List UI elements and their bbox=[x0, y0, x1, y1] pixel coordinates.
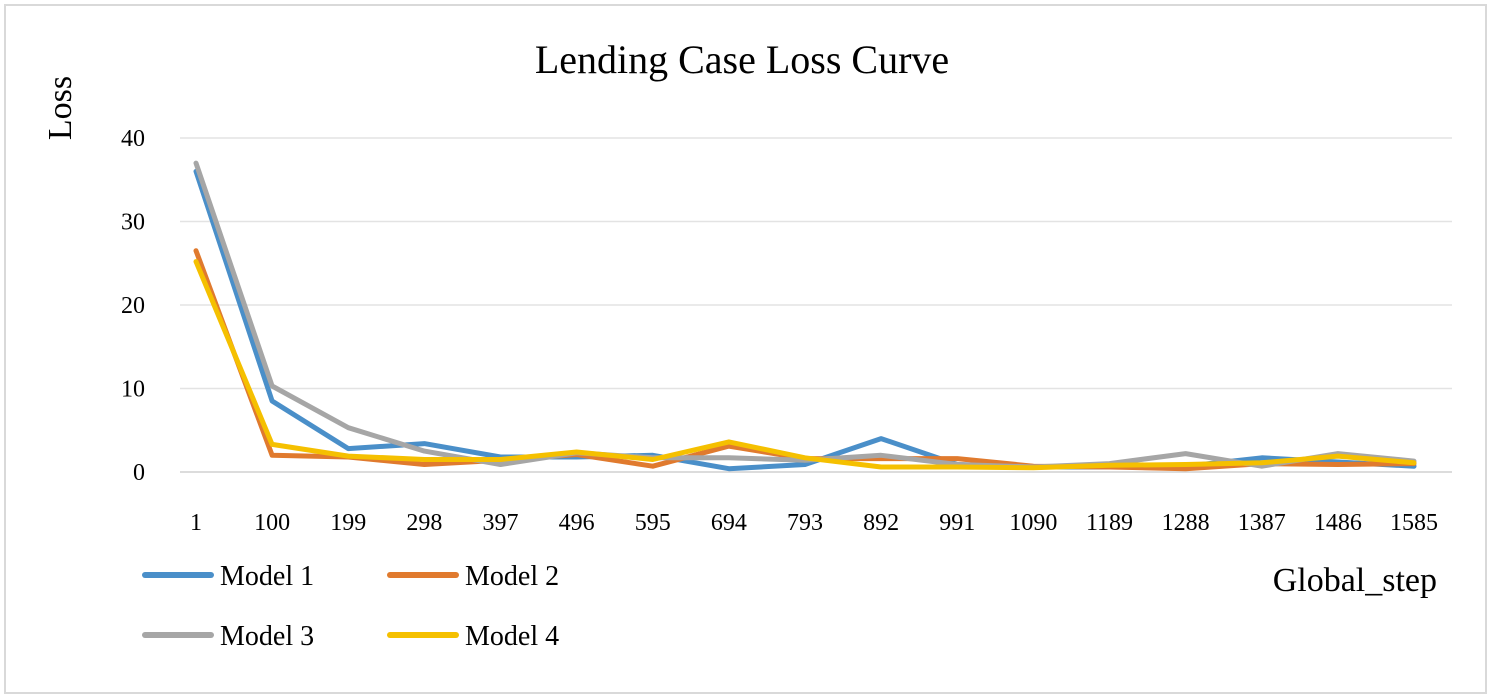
chart-frame bbox=[4, 4, 1487, 694]
series-line-model-1 bbox=[193, 168, 1417, 472]
x-tick-label: 199 bbox=[330, 510, 366, 536]
x-tick-label: 397 bbox=[483, 510, 519, 536]
x-tick-label: 1387 bbox=[1238, 510, 1286, 536]
legend-label: Model 1 bbox=[220, 561, 314, 592]
legend-label: Model 2 bbox=[465, 561, 559, 592]
x-tick-label: 1189 bbox=[1086, 510, 1133, 536]
legend-label: Model 4 bbox=[465, 621, 559, 652]
x-tick-label: 100 bbox=[254, 510, 290, 536]
x-tick-label: 793 bbox=[787, 510, 823, 536]
x-tick-label: 1585 bbox=[1390, 510, 1438, 536]
legend-item-model-2: Model 2 bbox=[387, 561, 559, 592]
x-tick-label: 1288 bbox=[1162, 510, 1210, 536]
legend-item-model-3: Model 3 bbox=[142, 621, 314, 652]
x-tick-label: 1486 bbox=[1314, 510, 1362, 536]
x-tick-label: 694 bbox=[711, 510, 747, 536]
series-lines bbox=[193, 160, 1417, 472]
series-line-model-3 bbox=[193, 160, 1417, 470]
legend-item-model-1: Model 1 bbox=[142, 561, 314, 592]
legend-label: Model 3 bbox=[220, 621, 314, 652]
x-axis-label: Global_step bbox=[1273, 562, 1437, 599]
gridlines bbox=[180, 137, 1452, 473]
x-tick-label: 298 bbox=[406, 510, 442, 536]
x-tick-label: 991 bbox=[939, 510, 975, 536]
x-tick-label: 496 bbox=[559, 510, 595, 536]
chart-title: Lending Case Loss Curve bbox=[535, 37, 949, 82]
series-line-model-4 bbox=[193, 259, 1417, 471]
legend: Model 1 Model 2 Model 3 Model 4 bbox=[142, 561, 559, 652]
y-tick-label: 40 bbox=[121, 126, 145, 152]
y-tick-label: 20 bbox=[121, 293, 145, 319]
x-tick-label: 1 bbox=[190, 510, 202, 536]
legend-item-model-4: Model 4 bbox=[387, 621, 559, 652]
y-tick-label: 30 bbox=[121, 210, 145, 236]
y-tick-label: 10 bbox=[121, 377, 145, 403]
x-tick-label: 892 bbox=[863, 510, 899, 536]
x-tick-labels: 1 100 199 298 397 496 595 694 793 892 991 1090 1189 1… bbox=[190, 510, 1438, 536]
y-tick-label: 0 bbox=[133, 460, 145, 486]
y-tick-labels: 0 10 20 30 40 bbox=[121, 126, 145, 486]
x-tick-label: 595 bbox=[635, 510, 671, 536]
x-tick-label: 1090 bbox=[1009, 510, 1057, 536]
y-axis-label: Loss bbox=[42, 76, 79, 140]
